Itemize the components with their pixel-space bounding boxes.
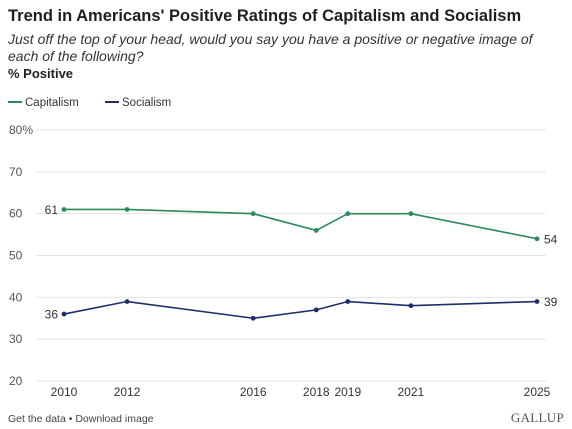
data-point: [124, 299, 130, 304]
grid: [36, 129, 546, 382]
y-tick-label: 50: [9, 249, 23, 263]
data-labels: 61 54 36 39: [45, 203, 558, 322]
y-axis-ticks: 20 30 40 50 60 70 80%: [9, 123, 33, 388]
data-label: 39: [544, 295, 558, 309]
data-point: [345, 211, 351, 217]
download-image-link[interactable]: Download image: [75, 413, 154, 425]
data-point: [534, 236, 540, 242]
data-point: [61, 207, 67, 212]
get-data-link[interactable]: Get the data: [8, 413, 66, 425]
legend-item-socialism: Socialism: [105, 97, 171, 109]
y-tick-label: 60: [9, 207, 23, 221]
x-tick-label: 2019: [334, 385, 361, 399]
y-tick-label: 70: [9, 165, 23, 179]
data-point: [408, 303, 414, 309]
x-tick-label: 2025: [524, 385, 551, 399]
series-socialism: [61, 299, 540, 321]
x-tick-label: 2018: [303, 385, 330, 399]
y-tick-label: 30: [9, 332, 23, 346]
gallup-logo: GALLUP: [510, 410, 564, 425]
footer-separator: •: [65, 413, 76, 425]
legend-label: Capitalism: [25, 97, 79, 109]
footer-links: Get the data • Download image: [8, 413, 154, 425]
data-point: [313, 228, 319, 233]
series-layer: [61, 207, 540, 321]
series-capitalism: [61, 207, 540, 242]
data-point: [250, 211, 256, 217]
legend-label: Socialism: [122, 97, 171, 109]
x-tick-label: 2021: [398, 385, 425, 399]
data-point: [61, 311, 67, 317]
y-tick-label: 80%: [9, 123, 33, 137]
data-label: 54: [544, 232, 558, 246]
data-point: [313, 307, 319, 313]
data-point: [124, 207, 130, 212]
unit-label: % Positive: [8, 66, 74, 81]
x-tick-label: 2012: [114, 385, 141, 399]
y-tick-label: 20: [9, 374, 23, 388]
legend-item-capitalism: Capitalism: [8, 97, 79, 109]
data-point: [534, 299, 540, 304]
data-point: [408, 211, 414, 217]
data-point: [250, 315, 256, 321]
series-line: [63, 300, 538, 320]
x-tick-label: 2010: [51, 385, 78, 399]
y-tick-label: 40: [9, 290, 23, 304]
chart-title: Trend in Americans' Positive Ratings of …: [8, 7, 522, 25]
data-point: [345, 299, 351, 304]
legend: Capitalism Socialism: [8, 97, 171, 109]
chart-subtitle: Just off the top of your head, would you…: [8, 31, 533, 64]
data-label: 36: [45, 308, 59, 322]
x-tick-label: 2016: [240, 385, 267, 399]
data-label: 61: [45, 203, 59, 217]
x-axis-ticks: 2010 2012 2016 2018 2019 2021 2025: [51, 385, 551, 399]
